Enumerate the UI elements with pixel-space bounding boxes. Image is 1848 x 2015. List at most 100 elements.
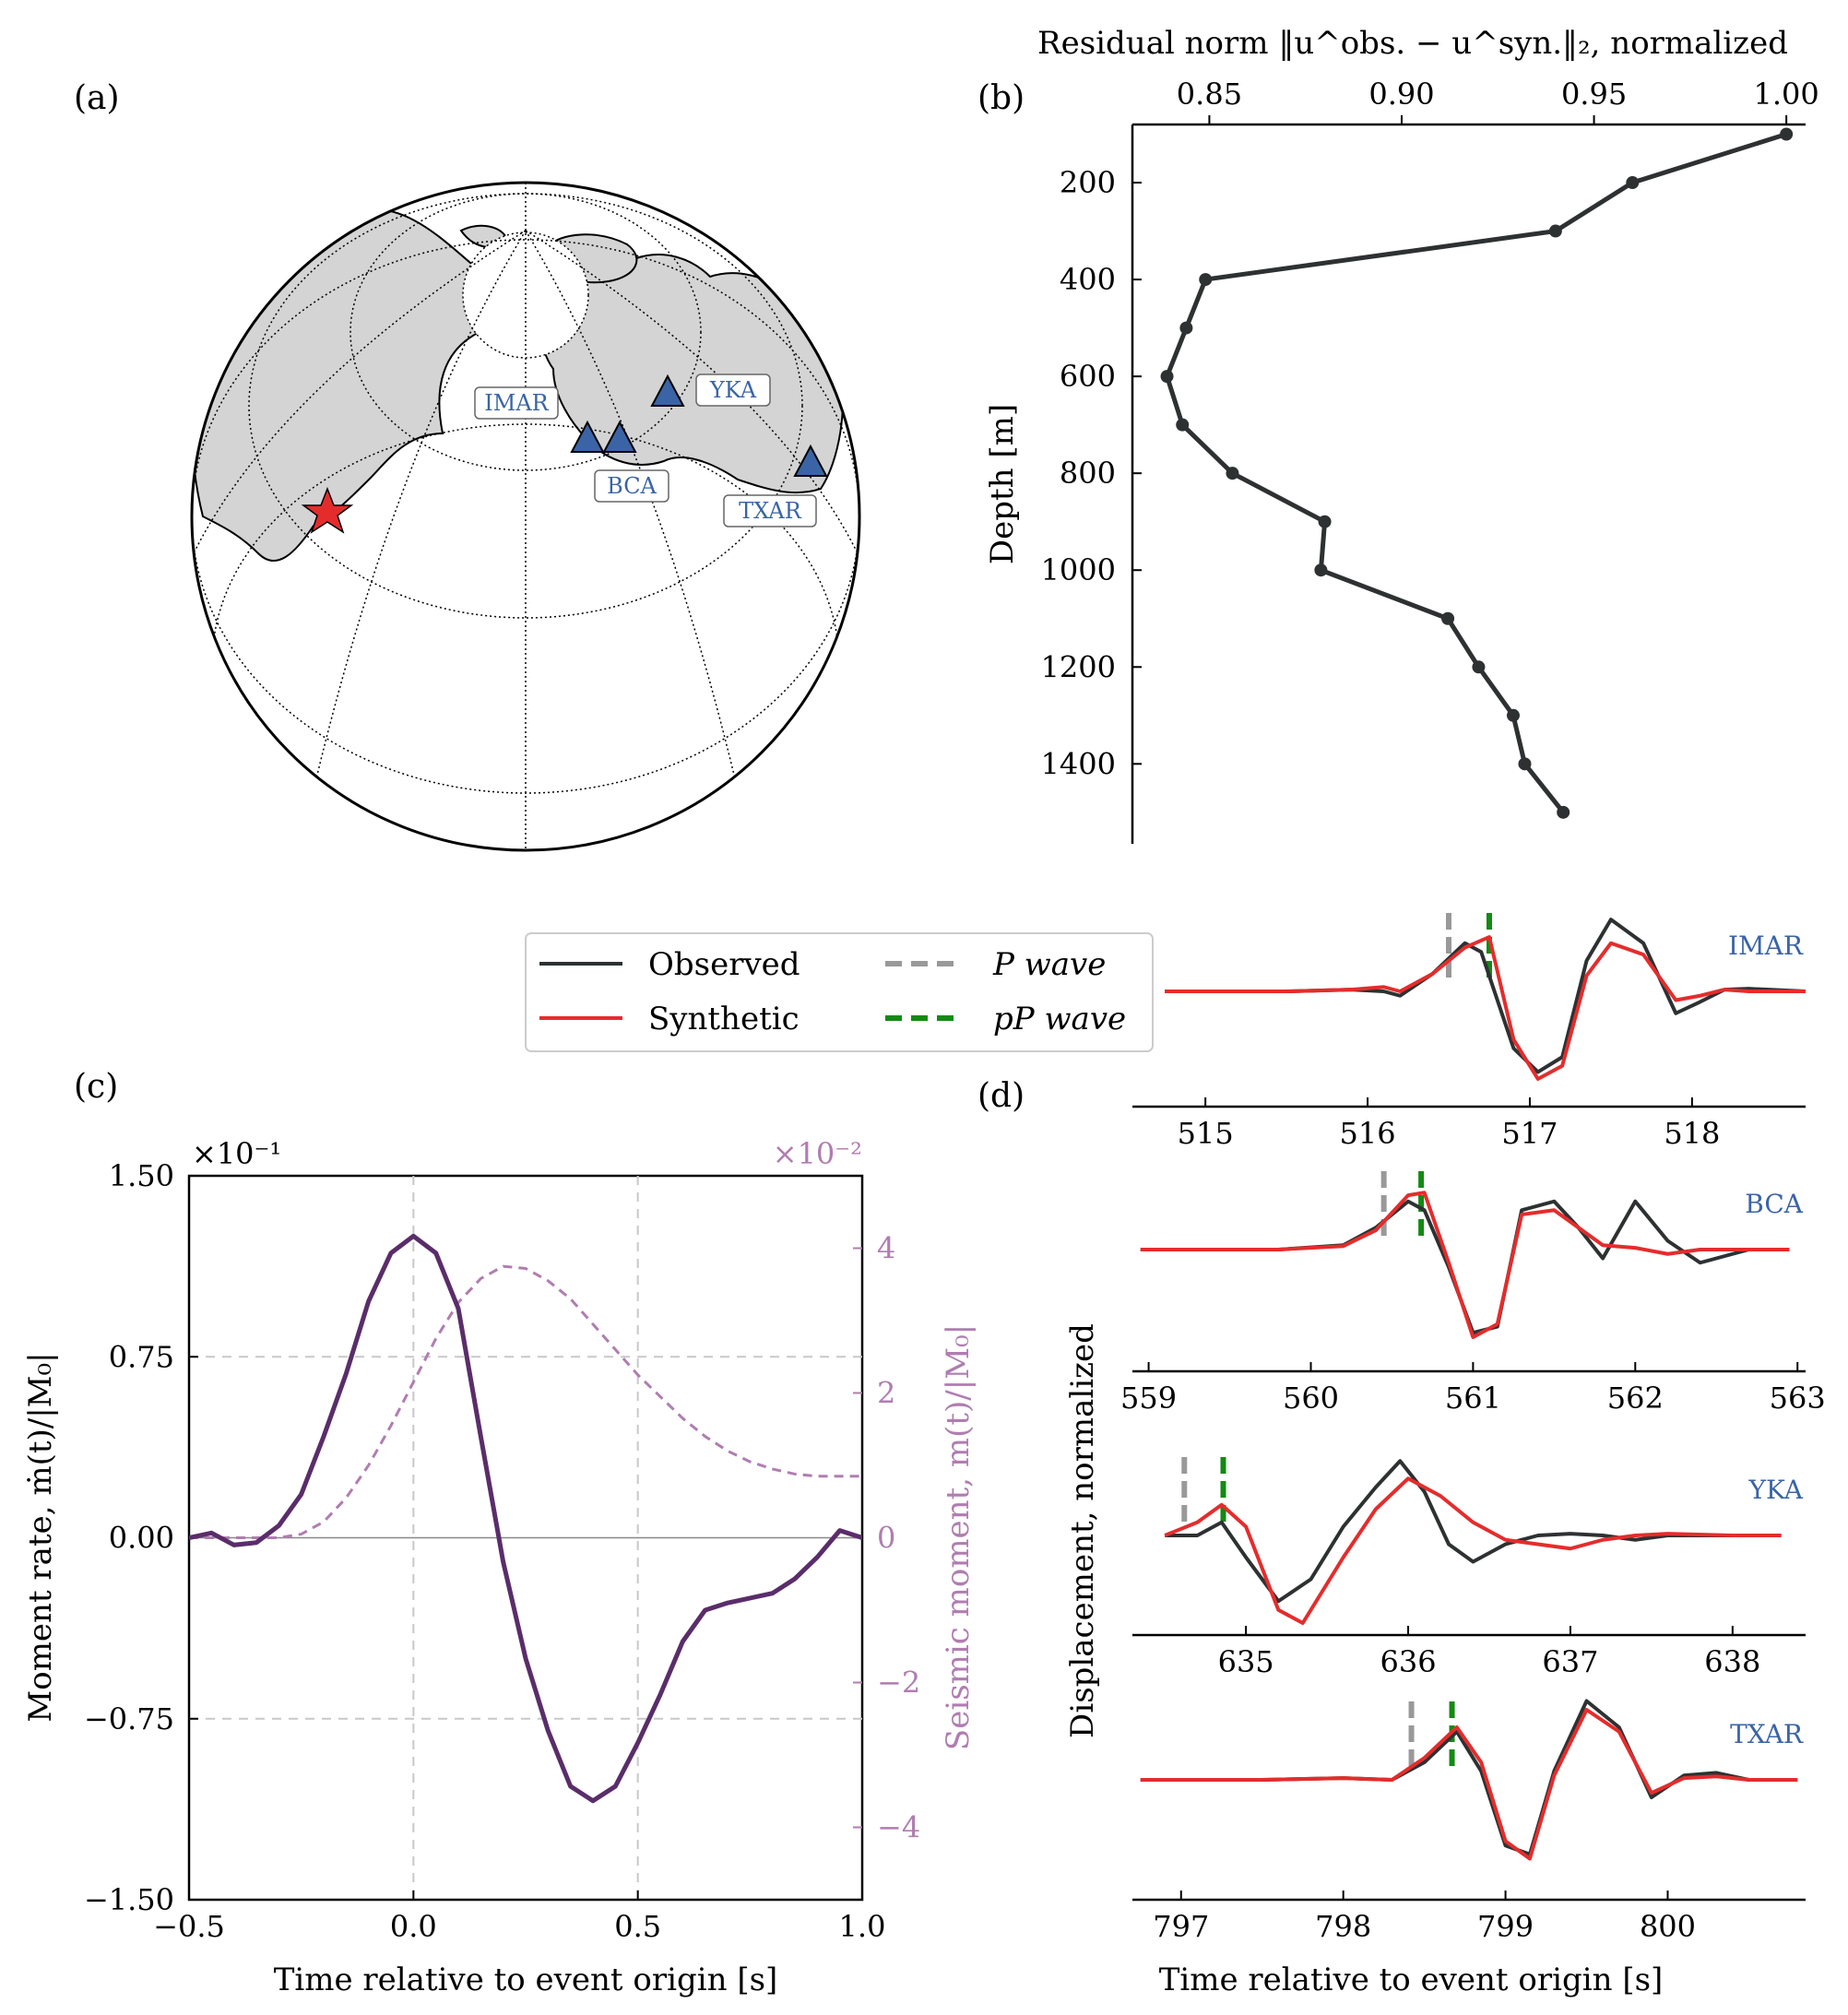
d-xtick-label: 560	[1283, 1381, 1339, 1416]
d-station-label: IMAR	[1728, 930, 1804, 961]
d-observed-line	[1165, 918, 1807, 1074]
b-xtick-label: 0.90	[1368, 77, 1434, 112]
b-ytick-label: 1400	[1041, 746, 1116, 781]
panel-label-a: (a)	[74, 79, 120, 117]
d-xtick-label: 797	[1153, 1909, 1209, 1944]
c-ylabel-right: Seismic moment, m(t)/|M₀|	[940, 1324, 977, 1750]
station-triangle-icon	[650, 373, 685, 407]
c-ytick-right-label: 2	[877, 1376, 895, 1411]
residual-depth-chart: Residual norm ‖u^obs. − u^syn.‖₂, normal…	[984, 25, 1819, 844]
c-ytick-left-label: −1.50	[84, 1882, 174, 1917]
c-ytick-right-label: 0	[877, 1521, 895, 1556]
waveforms-chart: Displacement, normalized Time relative t…	[1064, 908, 1826, 1998]
d-xtick-label: 516	[1340, 1116, 1396, 1151]
b-residual-point	[1472, 660, 1486, 674]
b-residual-point	[1314, 563, 1328, 577]
c-xtick-label: 0.0	[390, 1909, 437, 1944]
d-xtick-label: 517	[1501, 1116, 1558, 1151]
d-station-panel: 515 516 517 518 IMAR	[1132, 908, 1807, 1151]
d-xtick-label: 518	[1664, 1116, 1720, 1151]
b-residual-line	[1165, 132, 1787, 814]
legend-p-wave: P wave	[992, 946, 1106, 983]
red-star-icon	[301, 486, 354, 534]
d-observed-line	[1165, 1459, 1782, 1604]
station-triangle-icon	[570, 420, 605, 453]
station-bca: BCA	[594, 469, 669, 503]
station-txar: TXAR	[723, 494, 817, 527]
b-ytick-label: 1000	[1041, 552, 1116, 587]
station-yka: YKA	[695, 373, 771, 407]
c-ytick-right-label: −2	[877, 1665, 920, 1701]
c-ylabel-left: Moment rate, ṁ(t)/|M₀|	[22, 1352, 59, 1722]
station-label-txar: TXAR	[739, 498, 802, 524]
d-xtick-label: 798	[1315, 1909, 1371, 1944]
c-left-multiplier: ×10⁻¹	[192, 1136, 281, 1171]
b-residual-point	[1176, 418, 1190, 432]
b-residual-point	[1626, 176, 1640, 190]
d-station-panel: 797 798 799 800 TXAR	[1132, 1697, 1806, 1944]
legend: Observed Synthetic P wave pP wave	[525, 932, 1154, 1052]
d-station-label: YKA	[1748, 1475, 1804, 1505]
d-ylabel: Displacement, normalized	[1064, 1323, 1101, 1738]
b-residual-point	[1780, 127, 1794, 141]
b-ylabel: Depth [m]	[984, 404, 1021, 564]
station-label-bca: BCA	[607, 473, 657, 499]
legend-observed: Observed	[648, 946, 800, 983]
station-label-imar: IMAR	[484, 390, 549, 416]
d-xtick-label: 562	[1607, 1381, 1664, 1416]
d-xtick-label: 563	[1770, 1381, 1826, 1416]
d-xtick-label: 636	[1380, 1644, 1436, 1679]
legend-synthetic: Synthetic	[648, 1001, 800, 1037]
panel-label-d: (d)	[977, 1077, 1025, 1115]
d-xtick-label: 799	[1477, 1909, 1534, 1944]
station-triangle-icon	[793, 444, 828, 477]
b-ytick-label: 1200	[1041, 649, 1116, 684]
c-ytick-left-label: 0.75	[109, 1339, 174, 1374]
d-station-label: TXAR	[1730, 1719, 1804, 1749]
b-residual-point	[1548, 224, 1562, 238]
b-residual-point	[1179, 321, 1193, 335]
c-moment-line	[189, 1264, 862, 1539]
c-ytick-right-label: −4	[877, 1810, 920, 1845]
b-residual-point	[1441, 611, 1455, 625]
c-ytick-right-label: 4	[877, 1231, 895, 1266]
d-xtick-label: 561	[1445, 1381, 1501, 1416]
station-imar: IMAR	[474, 386, 559, 420]
d-synthetic-line	[1165, 935, 1806, 1081]
c-xtick-label: 0.5	[614, 1909, 661, 1944]
d-xtick-label: 800	[1640, 1909, 1696, 1944]
b-ytick-label: 600	[1060, 359, 1116, 394]
d-xtick-label: 638	[1704, 1644, 1760, 1679]
b-xlabel: Residual norm ‖u^obs. − u^syn.‖₂, normal…	[1037, 25, 1788, 62]
c-ytick-left-label: −0.75	[84, 1701, 174, 1736]
c-ytick-left-label: 0.00	[109, 1521, 174, 1556]
c-right-multiplier: ×10⁻²	[773, 1136, 862, 1171]
b-residual-point	[1226, 467, 1239, 480]
b-xtick-label: 0.85	[1177, 77, 1242, 112]
d-xlabel: Time relative to event origin [s]	[1159, 1962, 1664, 1998]
b-ytick-label: 400	[1060, 262, 1116, 297]
b-residual-point	[1557, 805, 1570, 819]
legend-pp-wave: pP wave	[993, 1001, 1126, 1037]
d-synthetic-line	[1140, 1708, 1798, 1861]
d-station-panel: 559 560 561 562 563 BCA	[1120, 1167, 1826, 1416]
c-xlabel: Time relative to event origin [s]	[274, 1962, 778, 1998]
b-xtick-label: 1.00	[1754, 77, 1819, 112]
c-xtick-label: −0.5	[153, 1909, 225, 1944]
c-plot-area	[189, 1233, 862, 1804]
d-xtick-label: 515	[1178, 1116, 1234, 1151]
panel-label-c: (c)	[74, 1068, 118, 1106]
d-xtick-label: 635	[1218, 1644, 1274, 1679]
b-ytick-label: 200	[1060, 165, 1116, 200]
d-synthetic-line	[1164, 1476, 1782, 1625]
c-moment-rate-line	[189, 1233, 862, 1804]
c-xtick-label: 1.0	[839, 1909, 886, 1944]
b-xtick-label: 0.95	[1561, 77, 1627, 112]
station-label-yka: YKA	[709, 377, 757, 403]
d-station-label: BCA	[1745, 1189, 1804, 1219]
moment-chart: Time relative to event origin [s] Moment…	[22, 1136, 977, 1998]
d-xtick-label: 559	[1120, 1381, 1177, 1416]
d-station-panel: 635 636 637 638 YKA	[1132, 1452, 1806, 1679]
d-xtick-label: 637	[1542, 1644, 1598, 1679]
